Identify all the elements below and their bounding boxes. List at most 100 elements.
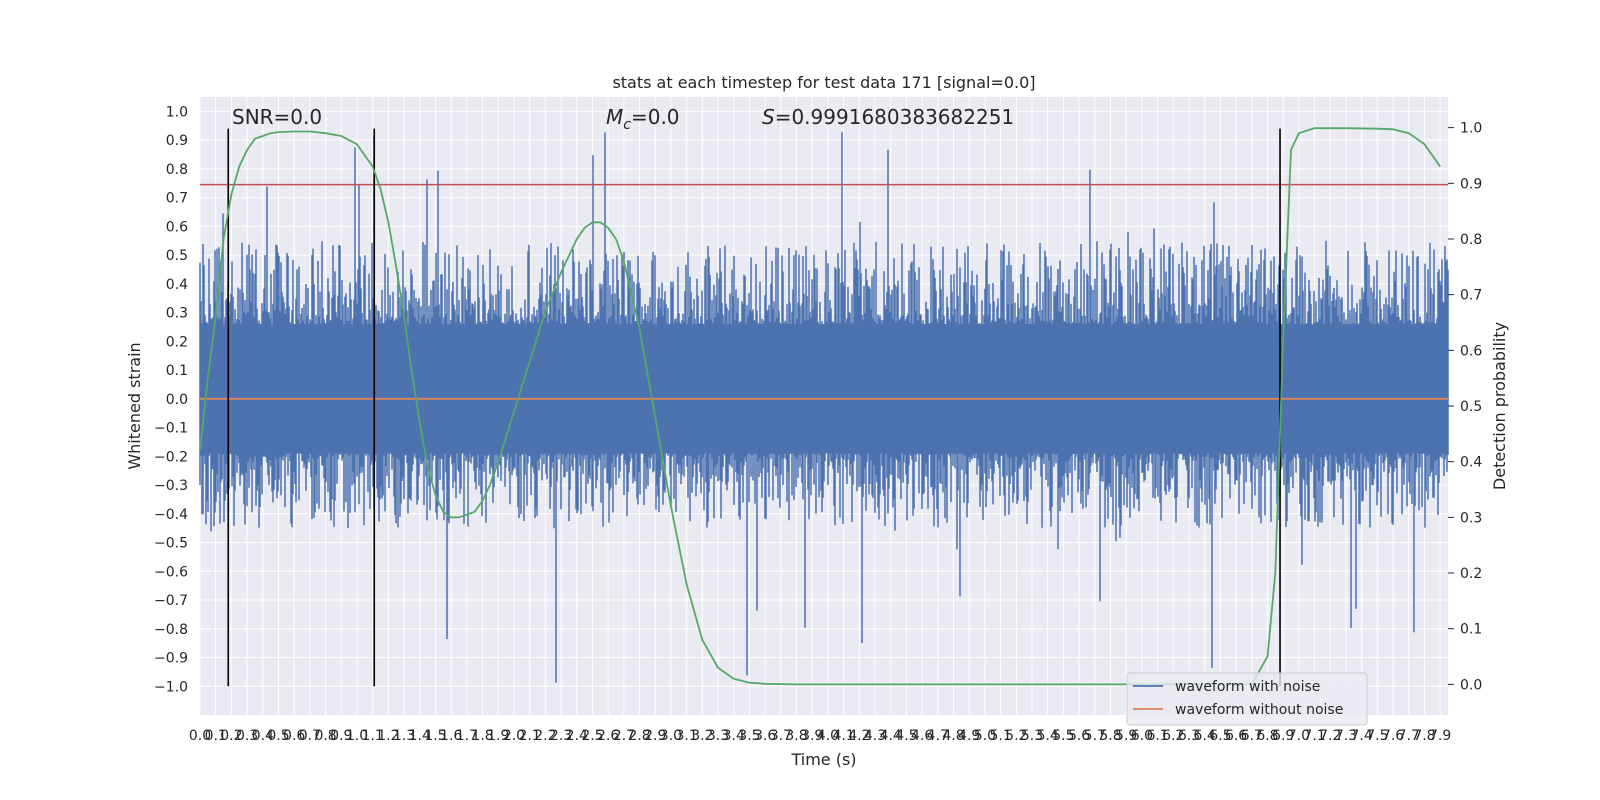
y-tick-label: 0.7 <box>166 191 188 207</box>
x-tick-label: 0.2 <box>220 728 242 744</box>
legend: waveform with noise waveform without noi… <box>1126 672 1368 726</box>
x-tick-label: 5.4 <box>1037 728 1059 744</box>
x-tick-label: 2.7 <box>613 728 635 744</box>
x-tick-label: 3.4 <box>723 728 745 744</box>
y-tick-label: 0.1 <box>166 363 188 379</box>
x-tick-label: 6.7 <box>1241 728 1263 744</box>
x-tick-label: 1.1 <box>362 728 384 744</box>
chart-title: stats at each timestep for test data 171… <box>612 73 1035 92</box>
x-tick-label: 4.6 <box>911 728 933 744</box>
x-tick-label: 7.7 <box>1398 728 1420 744</box>
score-symbol: S <box>762 105 775 129</box>
x-tick-label: 3.8 <box>785 728 807 744</box>
y-right-tick-label: 0.6 <box>1460 343 1482 359</box>
x-tick-label: 1.9 <box>487 728 509 744</box>
x-tick-label: 0.0 <box>189 728 211 744</box>
x-tick-label: 2.3 <box>550 728 572 744</box>
snr-annotation: SNR=0.0 <box>232 105 322 129</box>
y-tick-label: −0.5 <box>154 536 188 552</box>
legend-box <box>1126 672 1368 726</box>
score-value: =0.9991680383682251 <box>775 105 1014 129</box>
x-tick-label: 5.6 <box>1068 728 1090 744</box>
y-tick-label: −1.0 <box>154 679 188 695</box>
y-right-tick-label: 0.7 <box>1460 288 1482 304</box>
x-tick-label: 7.4 <box>1351 728 1373 744</box>
y-tick-label: −0.6 <box>154 564 188 580</box>
y-tick-label: 0.4 <box>166 277 188 293</box>
y-tick-label: 0.3 <box>166 306 188 322</box>
x-tick-label: 7.5 <box>1366 728 1388 744</box>
x-tick-label: 5.7 <box>1084 728 1106 744</box>
y-tick-label: 0.0 <box>166 392 188 408</box>
tick-labels: 0.00.10.20.30.40.50.60.70.80.91.01.11.21… <box>154 104 1482 744</box>
x-tick-label: 1.0 <box>346 728 368 744</box>
x-tick-label: 5.5 <box>1052 728 1074 744</box>
x-tick-label: 3.2 <box>691 728 713 744</box>
x-tick-label: 7.3 <box>1335 728 1357 744</box>
x-tick-label: 1.4 <box>409 728 431 744</box>
x-tick-label: 2.0 <box>503 728 525 744</box>
x-tick-label: 3.6 <box>754 728 776 744</box>
x-tick-label: 6.4 <box>1194 728 1216 744</box>
x-tick-label: 4.3 <box>864 728 886 744</box>
x-tick-label: 6.5 <box>1209 728 1231 744</box>
x-tick-label: 2.6 <box>597 728 619 744</box>
x-tick-label: 1.3 <box>393 728 415 744</box>
x-tick-label: 5.9 <box>1115 728 1137 744</box>
y-right-tick-label: 0.2 <box>1460 566 1482 582</box>
x-tick-label: 6.1 <box>1146 728 1168 744</box>
x-tick-label: 4.8 <box>942 728 964 744</box>
x-tick-label: 6.2 <box>1162 728 1184 744</box>
x-tick-label: 2.8 <box>628 728 650 744</box>
chirp-mass-annotation: Mc=0.0 <box>606 105 680 133</box>
y-tick-label: −0.9 <box>154 651 188 667</box>
x-tick-label: 1.8 <box>471 728 493 744</box>
x-tick-label: 0.7 <box>299 728 321 744</box>
x-tick-label: 4.2 <box>848 728 870 744</box>
legend-label-clean: waveform without noise <box>1175 702 1343 718</box>
x-tick-label: 5.3 <box>1021 728 1043 744</box>
x-tick-label: 0.5 <box>267 728 289 744</box>
x-tick-label: 1.5 <box>424 728 446 744</box>
y-tick-label: −0.4 <box>154 507 188 523</box>
x-tick-label: 5.8 <box>1099 728 1121 744</box>
x-tick-label: 4.5 <box>895 728 917 744</box>
y-right-tick-label: 0.0 <box>1460 677 1482 693</box>
x-tick-label: 7.0 <box>1288 728 1310 744</box>
x-tick-label: 0.3 <box>236 728 258 744</box>
y-tick-label: 1.0 <box>166 104 188 120</box>
chirp-mass-value: =0.0 <box>631 105 680 129</box>
y-axis-label-right: Detection probability <box>1490 322 1509 490</box>
y-tick-label: 0.6 <box>166 219 188 235</box>
x-tick-label: 6.3 <box>1178 728 1200 744</box>
x-tick-label: 0.9 <box>330 728 352 744</box>
x-tick-label: 6.6 <box>1225 728 1247 744</box>
x-axis-label: Time (s) <box>790 750 856 769</box>
waveform-with-noise-line <box>199 132 1449 683</box>
chirp-mass-subscript: c <box>623 117 631 133</box>
x-tick-label: 3.0 <box>660 728 682 744</box>
x-tick-label: 5.0 <box>974 728 996 744</box>
y-tick-label: −0.1 <box>154 421 188 437</box>
x-tick-label: 3.1 <box>676 728 698 744</box>
x-tick-label: 7.2 <box>1319 728 1341 744</box>
x-tick-label: 7.6 <box>1382 728 1404 744</box>
x-tick-label: 4.9 <box>958 728 980 744</box>
x-tick-label: 4.0 <box>817 728 839 744</box>
chirp-mass-symbol: M <box>606 105 623 129</box>
x-tick-label: 5.1 <box>989 728 1011 744</box>
score-annotation: S=0.9991680383682251 <box>762 105 1014 129</box>
y-tick-label: 0.5 <box>166 248 188 264</box>
x-tick-label: 3.5 <box>738 728 760 744</box>
x-tick-label: 7.9 <box>1429 728 1451 744</box>
y-tick-label: −0.7 <box>154 593 188 609</box>
y-right-tick-label: 0.1 <box>1460 622 1482 638</box>
x-tick-label: 2.5 <box>581 728 603 744</box>
y-right-tick-label: 0.9 <box>1460 176 1482 192</box>
x-tick-label: 3.9 <box>801 728 823 744</box>
y-axis-label: Whitened strain <box>125 342 144 469</box>
x-tick-label: 4.4 <box>880 728 902 744</box>
x-tick-label: 1.7 <box>456 728 478 744</box>
legend-label-noise: waveform with noise <box>1175 679 1320 695</box>
